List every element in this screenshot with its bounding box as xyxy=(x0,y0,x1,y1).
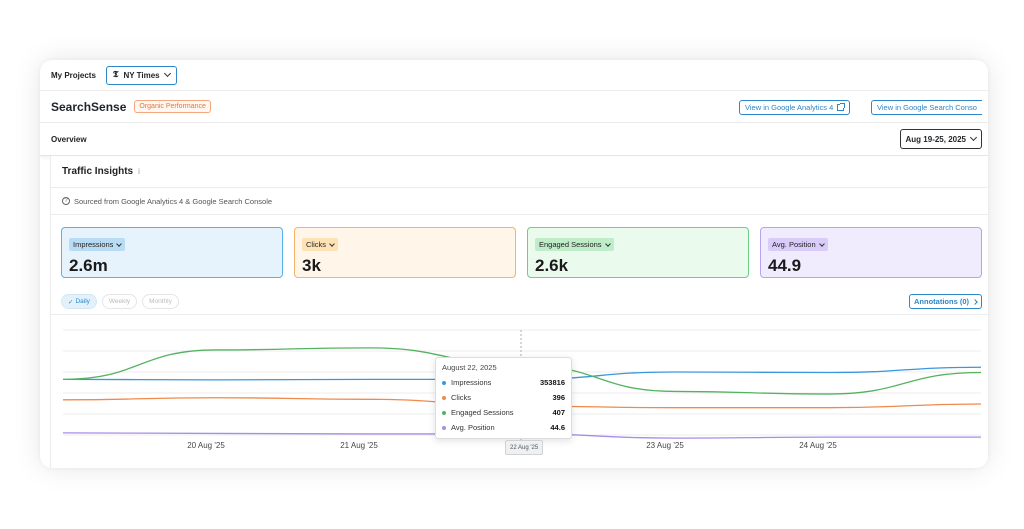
overview-label: Overview xyxy=(51,134,87,144)
tooltip-series-value: 396 xyxy=(552,393,565,402)
chevron-down-icon xyxy=(163,69,171,78)
nyt-logo-icon: 𝕿 xyxy=(112,70,119,80)
tooltip-series-value: 407 xyxy=(552,408,565,417)
project-name: NY Times xyxy=(123,70,160,80)
panel-header: Traffic Insights i xyxy=(51,156,988,188)
metric-card-avg-position[interactable]: Avg. Position 44.9 xyxy=(760,227,982,278)
brand-bar: SearchSense Organic Performance View in … xyxy=(40,91,988,123)
overview-bar: Overview Aug 19-25, 2025 xyxy=(40,123,988,156)
metric-cards: Impressions 2.6m Clicks 3k Engaged Sessi… xyxy=(61,227,983,279)
metric-selector[interactable]: Clicks xyxy=(302,238,338,251)
view-in-gsc-button[interactable]: View in Google Search Conso xyxy=(871,100,982,115)
tooltip-row-clicks: Clicks 396 xyxy=(442,390,565,405)
chevron-down-icon xyxy=(969,133,978,142)
source-text: Sourced from Google Analytics 4 & Google… xyxy=(74,196,273,206)
tooltip-series-name: Engaged Sessions xyxy=(451,408,514,417)
external-link-icon xyxy=(837,103,846,111)
chevron-down-icon xyxy=(116,240,123,247)
granularity-daily-label: Daily xyxy=(75,298,90,305)
granularity-weekly-label: Weekly xyxy=(108,298,131,305)
help-icon: ? xyxy=(62,197,70,205)
chevron-down-icon xyxy=(818,240,825,247)
hover-x-label: 22 Aug '25 xyxy=(505,440,544,455)
tooltip-date: August 22, 2025 xyxy=(442,363,497,372)
date-range-selector[interactable]: Aug 19-25, 2025 xyxy=(899,129,982,149)
project-selector[interactable]: 𝕿 NY Times xyxy=(105,65,177,85)
metric-selector[interactable]: Avg. Position xyxy=(768,238,828,251)
metric-label: Impressions xyxy=(73,240,114,249)
project-bar: My Projects 𝕿 NY Times xyxy=(40,60,988,91)
brand-title: SearchSense xyxy=(51,99,127,114)
granularity-weekly[interactable]: Weekly xyxy=(101,294,138,309)
tooltip-series-name: Impressions xyxy=(451,378,492,387)
tooltip-series-value: 44.6 xyxy=(550,423,565,432)
chevron-down-icon xyxy=(329,240,335,247)
tooltip-row-avg-position: Avg. Position 44.6 xyxy=(442,420,565,435)
date-range-value: Aug 19-25, 2025 xyxy=(905,134,966,144)
granularity-toggle: ✓ Daily Weekly Monthly xyxy=(61,294,179,309)
granularity-daily[interactable]: ✓ Daily xyxy=(61,294,97,309)
view-in-gsc-label: View in Google Search Conso xyxy=(877,103,977,112)
view-in-ga4-button[interactable]: View in Google Analytics 4 xyxy=(739,100,851,115)
metric-value: 3k xyxy=(302,256,321,275)
granularity-monthly[interactable]: Monthly xyxy=(142,294,179,309)
tooltip-series-name: Clicks xyxy=(451,393,471,402)
my-projects-label: My Projects xyxy=(51,70,96,80)
granularity-monthly-label: Monthly xyxy=(149,298,172,305)
annotations-button[interactable]: Annotations (0) xyxy=(909,294,982,309)
metric-label: Engaged Sessions xyxy=(539,240,602,249)
metric-card-clicks[interactable]: Clicks 3k xyxy=(294,227,516,278)
metric-selector[interactable]: Engaged Sessions xyxy=(535,238,614,251)
metric-card-impressions[interactable]: Impressions 2.6m xyxy=(61,227,283,278)
divider xyxy=(51,314,988,315)
metric-label: Clicks xyxy=(306,240,326,249)
tooltip-row-impressions: Impressions 353816 xyxy=(442,375,565,390)
metric-label: Avg. Position xyxy=(772,240,816,249)
series-dot xyxy=(442,395,446,400)
series-dot xyxy=(442,380,446,385)
metric-card-engaged-sessions[interactable]: Engaged Sessions 2.6k xyxy=(527,227,749,278)
panel-title: Traffic Insights xyxy=(62,166,134,177)
metric-value: 2.6m xyxy=(69,256,108,275)
chevron-down-icon xyxy=(604,240,611,247)
chevron-right-icon xyxy=(972,298,978,305)
chart-tooltip: August 22, 2025 Impressions 353816 Click… xyxy=(435,357,572,439)
series-dot xyxy=(442,410,446,415)
tooltip-series-value: 353816 xyxy=(539,378,565,387)
view-in-ga4-label: View in Google Analytics 4 xyxy=(745,103,834,112)
tooltip-row-engaged-sessions: Engaged Sessions 407 xyxy=(442,405,565,420)
series-dot xyxy=(442,425,446,430)
check-icon: ✓ xyxy=(68,298,74,306)
metric-selector[interactable]: Impressions xyxy=(69,238,126,251)
tooltip-series-name: Avg. Position xyxy=(451,423,495,432)
metric-value: 44.9 xyxy=(768,256,802,275)
annotations-label: Annotations (0) xyxy=(914,297,969,306)
organic-performance-badge: Organic Performance xyxy=(134,100,211,113)
metric-value: 2.6k xyxy=(535,256,569,275)
info-icon[interactable]: i xyxy=(138,167,140,176)
source-note: ? Sourced from Google Analytics 4 & Goog… xyxy=(51,188,988,215)
